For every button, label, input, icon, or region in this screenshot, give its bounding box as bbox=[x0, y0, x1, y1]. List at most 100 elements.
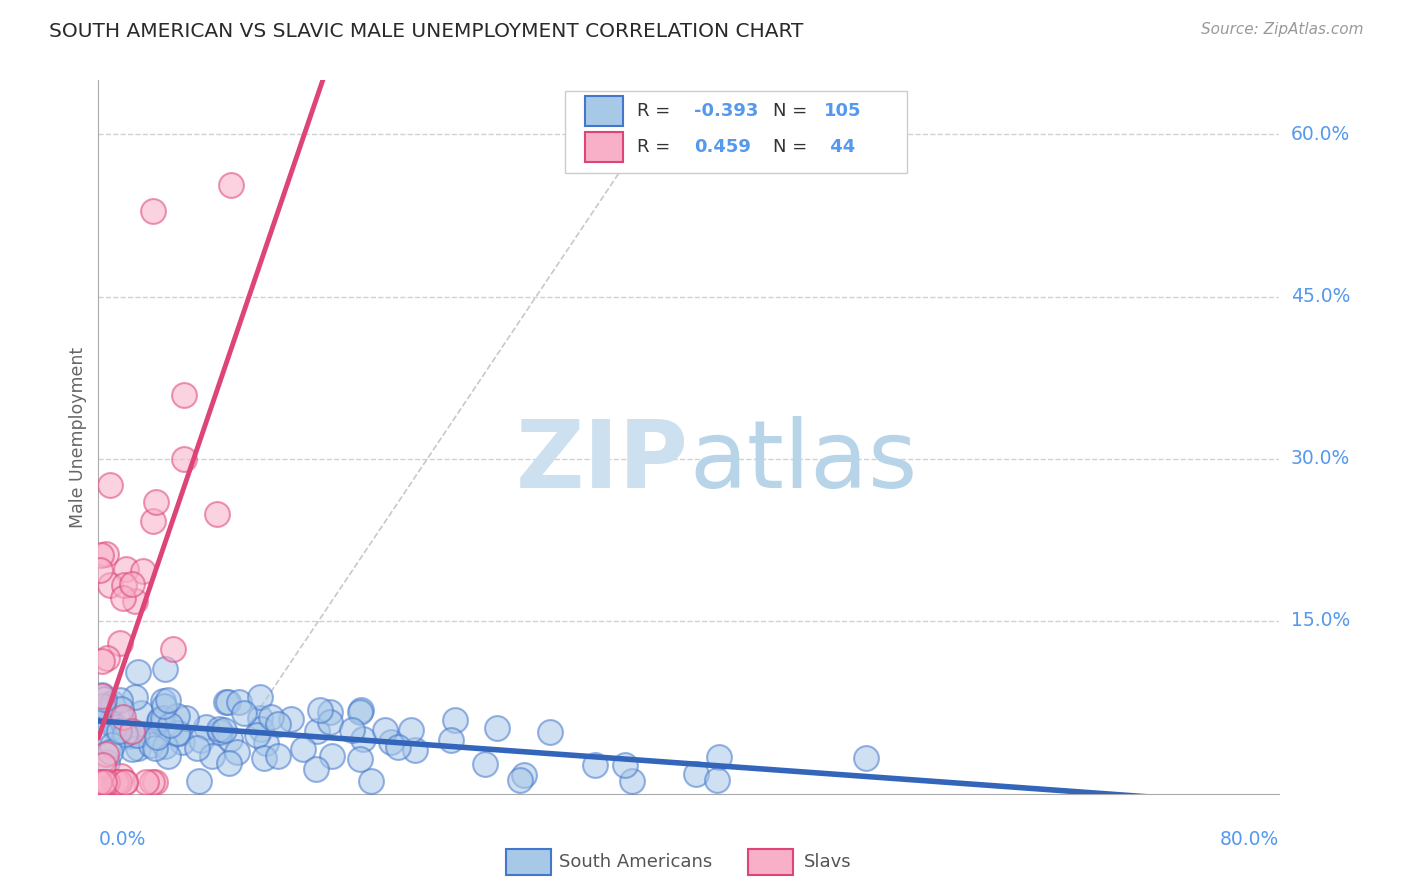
Point bbox=[291, 742, 314, 756]
Point bbox=[538, 725, 561, 739]
Point bbox=[127, 665, 149, 679]
Point bbox=[105, 724, 128, 739]
Point bbox=[305, 723, 328, 738]
Point bbox=[153, 739, 176, 754]
Point bbox=[253, 751, 276, 765]
Point bbox=[685, 767, 707, 781]
Point bbox=[201, 749, 224, 764]
Point bbox=[166, 726, 188, 740]
Point bbox=[187, 773, 209, 788]
Point bbox=[186, 740, 208, 755]
Point bbox=[208, 722, 231, 736]
Text: -0.393: -0.393 bbox=[693, 102, 758, 120]
Text: N =: N = bbox=[773, 102, 813, 120]
Point bbox=[114, 726, 136, 740]
Point bbox=[94, 747, 117, 762]
Point bbox=[387, 739, 409, 754]
Text: 44: 44 bbox=[824, 138, 855, 156]
Point bbox=[349, 705, 371, 719]
Point bbox=[117, 724, 139, 739]
FancyBboxPatch shape bbox=[506, 849, 551, 874]
Point bbox=[124, 690, 146, 704]
Point bbox=[614, 758, 637, 772]
Point bbox=[404, 743, 426, 757]
Point bbox=[110, 702, 132, 716]
Point bbox=[374, 723, 396, 737]
Point bbox=[141, 738, 163, 752]
Point bbox=[96, 704, 118, 718]
Point bbox=[249, 690, 271, 704]
Point bbox=[280, 712, 302, 726]
Point bbox=[217, 695, 239, 709]
FancyBboxPatch shape bbox=[748, 849, 793, 874]
Point bbox=[620, 773, 643, 788]
Point bbox=[145, 495, 167, 509]
Point bbox=[124, 728, 146, 742]
Point bbox=[127, 740, 149, 755]
Point bbox=[104, 775, 127, 789]
Point bbox=[96, 755, 118, 769]
Point bbox=[89, 775, 111, 789]
Point bbox=[103, 775, 125, 789]
Point bbox=[173, 452, 195, 467]
Point bbox=[349, 703, 371, 717]
Point bbox=[143, 775, 166, 789]
Text: 0.459: 0.459 bbox=[693, 138, 751, 156]
Point bbox=[214, 723, 236, 738]
Point bbox=[132, 564, 155, 578]
Point bbox=[107, 724, 129, 739]
Point bbox=[474, 756, 496, 771]
Point bbox=[114, 775, 136, 789]
Point bbox=[512, 768, 534, 782]
Text: 60.0%: 60.0% bbox=[1291, 125, 1350, 144]
Point bbox=[89, 775, 111, 789]
Point bbox=[121, 576, 143, 591]
Point bbox=[157, 748, 180, 763]
Point bbox=[226, 746, 249, 760]
Point bbox=[321, 748, 343, 763]
Text: 45.0%: 45.0% bbox=[1291, 287, 1350, 306]
Point bbox=[146, 730, 169, 744]
Text: ZIP: ZIP bbox=[516, 416, 689, 508]
Point bbox=[90, 775, 112, 789]
Point bbox=[319, 715, 342, 730]
Point bbox=[121, 741, 143, 756]
Point bbox=[101, 738, 124, 752]
Point bbox=[108, 636, 131, 650]
Point bbox=[509, 773, 531, 788]
Point bbox=[90, 654, 112, 668]
Point bbox=[143, 741, 166, 756]
Point bbox=[266, 716, 288, 731]
Point bbox=[583, 757, 606, 772]
Point bbox=[228, 695, 250, 709]
Point bbox=[93, 692, 115, 706]
Point bbox=[89, 775, 111, 789]
Point bbox=[117, 729, 139, 743]
Point bbox=[125, 728, 148, 742]
Y-axis label: Male Unemployment: Male Unemployment bbox=[69, 346, 87, 528]
Point bbox=[149, 712, 172, 726]
Point bbox=[89, 775, 111, 789]
Point bbox=[91, 688, 114, 702]
Point bbox=[89, 563, 111, 577]
Text: 105: 105 bbox=[824, 102, 860, 120]
Point bbox=[104, 775, 127, 789]
Point bbox=[114, 727, 136, 741]
Point bbox=[93, 758, 115, 772]
Point bbox=[440, 733, 463, 747]
Point bbox=[360, 773, 382, 788]
Point bbox=[855, 751, 877, 765]
Point bbox=[98, 578, 121, 592]
Point bbox=[121, 724, 143, 739]
Point bbox=[166, 709, 188, 723]
Point bbox=[114, 562, 136, 576]
Point bbox=[111, 710, 134, 724]
Point bbox=[114, 775, 136, 789]
Point bbox=[246, 728, 269, 742]
Point bbox=[443, 714, 465, 728]
Point bbox=[260, 709, 283, 723]
Point bbox=[349, 752, 371, 766]
Point bbox=[380, 735, 402, 749]
Text: 30.0%: 30.0% bbox=[1291, 450, 1350, 468]
Point bbox=[219, 732, 242, 747]
